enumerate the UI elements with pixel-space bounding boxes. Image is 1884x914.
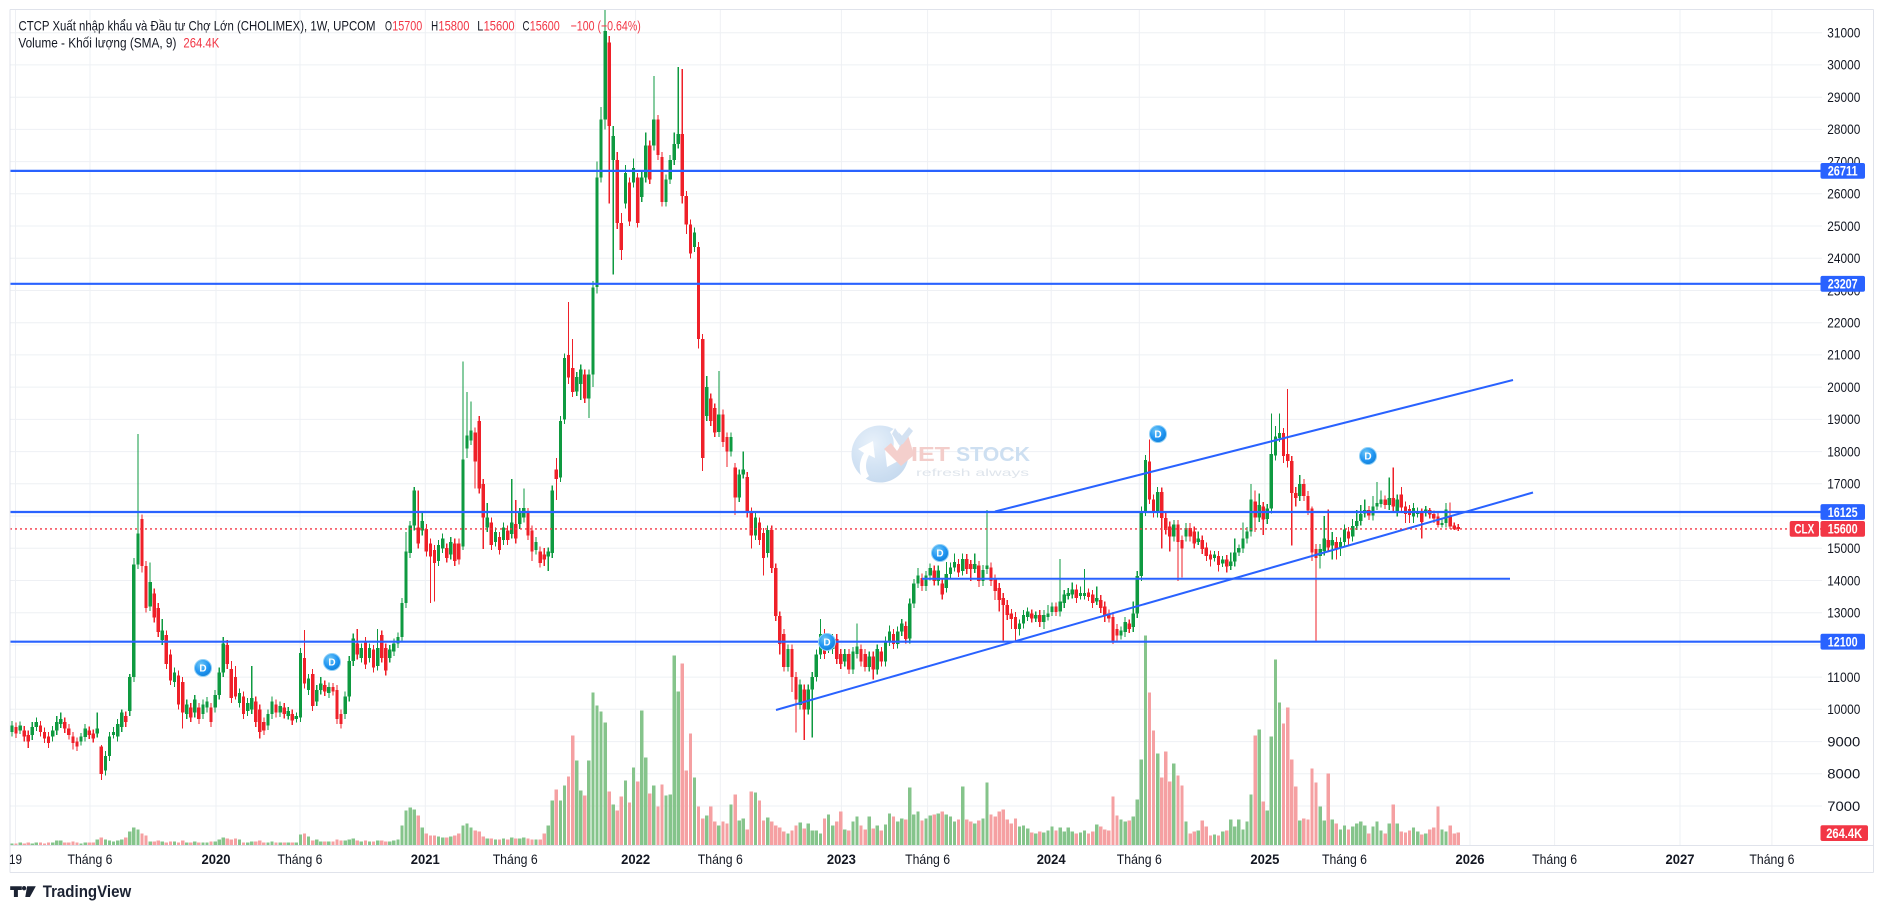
svg-text:13000: 13000 [1827, 605, 1860, 621]
svg-text:15700: 15700 [392, 18, 422, 34]
svg-text:28000: 28000 [1827, 121, 1860, 137]
svg-text:15800: 15800 [438, 18, 469, 34]
svg-text:D: D [823, 638, 830, 649]
svg-text:19000: 19000 [1827, 411, 1860, 427]
svg-text:D: D [936, 549, 943, 560]
svg-text:2020: 2020 [202, 851, 231, 867]
svg-text:2027: 2027 [1666, 851, 1695, 867]
svg-text:15000: 15000 [1827, 540, 1860, 556]
svg-text:2026: 2026 [1456, 851, 1485, 867]
svg-text:11000: 11000 [1827, 669, 1860, 685]
svg-text:8000: 8000 [1827, 766, 1860, 782]
svg-text:264.4K: 264.4K [183, 35, 219, 51]
svg-text:Tháng 6: Tháng 6 [68, 851, 113, 867]
svg-text:2023: 2023 [827, 851, 856, 867]
svg-text:H: H [431, 18, 438, 34]
svg-text:Tháng 6: Tháng 6 [698, 851, 743, 867]
svg-text:10000: 10000 [1827, 701, 1860, 717]
svg-text:26711: 26711 [1828, 163, 1858, 179]
svg-text:refresh always: refresh always [916, 467, 1029, 479]
svg-text:Tháng 6: Tháng 6 [278, 851, 323, 867]
svg-text:24000: 24000 [1827, 250, 1860, 266]
svg-text:D: D [328, 658, 335, 669]
svg-text:23207: 23207 [1828, 276, 1858, 292]
svg-text:Tháng 6: Tháng 6 [1322, 851, 1367, 867]
svg-text:2021: 2021 [411, 851, 440, 867]
svg-text:IET: IET [911, 444, 950, 466]
svg-text:7000: 7000 [1827, 798, 1860, 814]
svg-text:D: D [1154, 430, 1161, 441]
svg-text:15600: 15600 [530, 18, 560, 34]
svg-text:21000: 21000 [1827, 347, 1860, 363]
svg-text:22000: 22000 [1827, 315, 1860, 331]
svg-text:C: C [523, 18, 530, 34]
svg-text:15600: 15600 [484, 18, 515, 34]
svg-text:15600: 15600 [1828, 521, 1858, 537]
svg-text:2025: 2025 [1250, 851, 1279, 867]
svg-text:CLX: CLX [1794, 521, 1814, 537]
svg-text:31000: 31000 [1827, 25, 1860, 41]
svg-text:TradingView: TradingView [43, 882, 132, 901]
svg-text:Tháng 6: Tháng 6 [493, 851, 538, 867]
svg-text:14000: 14000 [1827, 572, 1860, 588]
svg-text:O: O [385, 18, 392, 34]
svg-text:Tháng 6: Tháng 6 [1117, 851, 1162, 867]
svg-text:Volume - Khối lượng (SMA, 9): Volume - Khối lượng (SMA, 9) [18, 35, 176, 51]
svg-text:Tháng 6: Tháng 6 [1532, 851, 1577, 867]
svg-text:2024: 2024 [1037, 851, 1066, 867]
svg-text:CTCP Xuất nhập khẩu và Đầu tư: CTCP Xuất nhập khẩu và Đầu tư Chợ Lớn (C… [19, 18, 376, 34]
svg-text:12100: 12100 [1828, 634, 1858, 650]
svg-text:D: D [199, 664, 206, 675]
svg-text:−100 (−0.64%): −100 (−0.64%) [571, 18, 641, 34]
svg-text:25000: 25000 [1827, 218, 1860, 234]
svg-text:18000: 18000 [1827, 443, 1860, 459]
svg-text:17000: 17000 [1827, 476, 1860, 492]
svg-text:30000: 30000 [1827, 57, 1860, 73]
svg-text:L: L [477, 18, 483, 34]
svg-text:2022: 2022 [621, 851, 650, 867]
svg-text:29000: 29000 [1827, 89, 1860, 105]
svg-text:19: 19 [9, 851, 22, 867]
svg-text:16125: 16125 [1828, 504, 1858, 520]
svg-text:26000: 26000 [1827, 186, 1860, 202]
svg-text:Tháng 6: Tháng 6 [1749, 851, 1794, 867]
svg-text:264.4K: 264.4K [1826, 825, 1862, 841]
svg-text:STOCK: STOCK [956, 444, 1031, 466]
svg-text:D: D [1364, 452, 1371, 463]
svg-text:Tháng 6: Tháng 6 [905, 851, 950, 867]
svg-text:9000: 9000 [1827, 733, 1860, 749]
svg-text:20000: 20000 [1827, 379, 1860, 395]
